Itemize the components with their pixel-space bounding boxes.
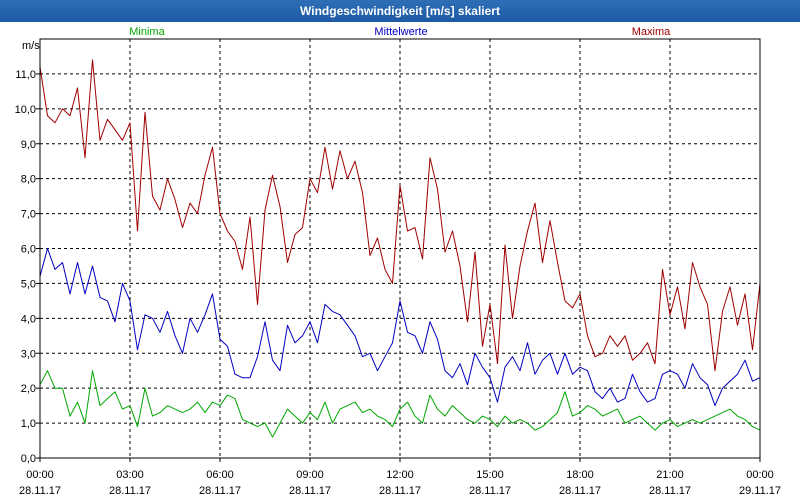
- y-tick-label: 9,0: [21, 139, 36, 151]
- y-tick-label: 11,0: [15, 69, 36, 81]
- legend-mittelwerte: Mittelwerte: [374, 26, 427, 38]
- wind-speed-chart: m/s Minima Mittelwerte Maxima 0,0 1,0 2,0 3…: [15, 26, 781, 497]
- x-tick-time: 12:00: [386, 469, 414, 481]
- x-tick-time: 15:00: [476, 469, 504, 481]
- x-tick-time: 03:00: [116, 469, 144, 481]
- x-tick-time: 21:00: [656, 469, 684, 481]
- y-tick-label: 10,0: [15, 104, 36, 116]
- x-tick-date: 28.11.17: [379, 485, 421, 497]
- y-tick-label: 1,0: [21, 418, 36, 430]
- series-lines: [39, 59, 761, 438]
- x-tick-labels: 00:00 28.11.17 03:00 28.11.17 06:00 28.11.17 0…: [19, 458, 781, 497]
- series-line-minima: [39, 370, 761, 438]
- y-tick-label: 6,0: [21, 244, 36, 256]
- y-tick-label: 2,0: [21, 383, 36, 395]
- y-tick-label: 5,0: [21, 278, 36, 290]
- grid-lines: [40, 39, 760, 458]
- x-tick-date: 28.11.17: [649, 485, 691, 497]
- x-tick-date: 28.11.17: [559, 485, 601, 497]
- y-axis-label: m/s: [22, 40, 40, 52]
- x-tick-date: 29.11.17: [739, 485, 781, 497]
- y-tick-label: 0,0: [21, 453, 36, 465]
- x-tick-time: 00:00: [26, 469, 54, 481]
- legend-maxima: Maxima: [632, 26, 671, 38]
- y-tick-label: 7,0: [21, 209, 36, 221]
- y-tick-labels: 0,0 1,0 2,0 3,0 4,0 5,0 6,0 7,0 8,0 9,0 10,0 11,0: [15, 69, 40, 465]
- x-tick-date: 28.11.17: [289, 485, 331, 497]
- x-tick-time: 18:00: [566, 469, 594, 481]
- x-tick-date: 28.11.17: [19, 485, 61, 497]
- y-tick-label: 4,0: [21, 313, 36, 325]
- y-tick-label: 3,0: [21, 348, 36, 360]
- legend-minima: Minima: [129, 26, 165, 38]
- series-line-maxima: [39, 59, 761, 372]
- x-tick-date: 28.11.17: [199, 485, 241, 497]
- x-tick-date: 28.11.17: [469, 485, 511, 497]
- x-tick-time: 09:00: [296, 469, 324, 481]
- y-tick-label: 8,0: [21, 174, 36, 186]
- chart-title: Windgeschwindigkeit [m/s] skaliert: [0, 0, 800, 22]
- x-tick-time: 06:00: [206, 469, 234, 481]
- x-tick-date: 28.11.17: [109, 485, 151, 497]
- series-line-mittelwerte: [39, 248, 761, 407]
- x-tick-time: 00:00: [746, 469, 774, 481]
